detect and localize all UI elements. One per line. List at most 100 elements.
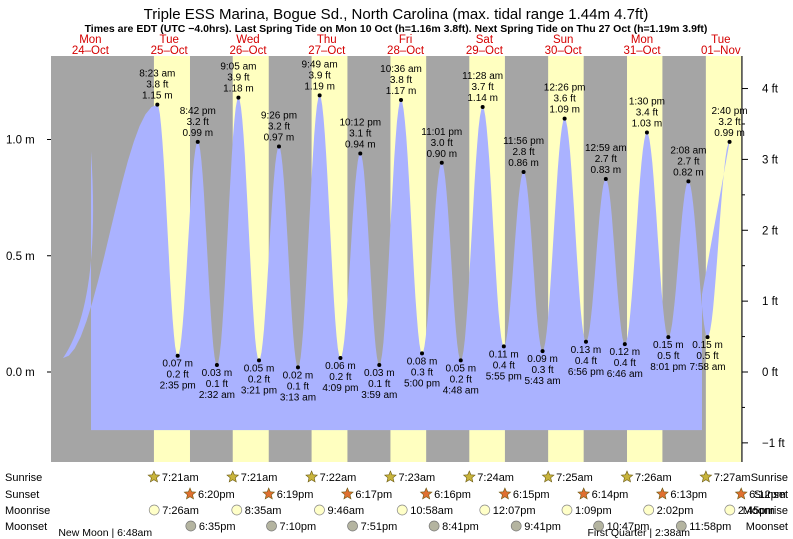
tide-height-m: 0.97 m [264, 132, 295, 143]
tide-height-ft: 0.4 ft [614, 358, 636, 369]
sunrise-time: 7:23am [398, 472, 435, 484]
tide-height-ft: 3.2 ft [718, 117, 740, 128]
tide-height-m: 0.03 m [364, 368, 395, 379]
left-tick-label: 0.0 m [6, 367, 35, 379]
tide-height-m: 0.11 m [489, 349, 519, 360]
tide-height-ft: 0.2 ft [167, 370, 189, 381]
tide-height-m: 1.17 m [386, 86, 417, 97]
day-name: Mon [631, 34, 653, 46]
sunrise-icon [699, 470, 713, 483]
day-name: Tue [160, 34, 179, 46]
moonrise-icon [724, 504, 736, 516]
row-label-left: Sunrise [5, 472, 42, 484]
tide-point [705, 335, 710, 340]
sunset-time: 6:16pm [434, 489, 471, 501]
sunrise-icon [383, 470, 397, 483]
tide-point [644, 130, 649, 135]
tide-height-ft: 0.1 ft [206, 379, 228, 390]
tide-point [562, 116, 567, 121]
astronomy-rows: Sunrise Sunrise Sunset Sunset Moonrise Moonri… [5, 470, 788, 539]
moonset-icon [593, 520, 604, 532]
moonset-time: 6:35pm [199, 521, 236, 533]
tide-height-m: 0.07 m [162, 359, 193, 370]
tide-time: 5:55 pm [486, 371, 522, 382]
tide-height-m: 0.94 m [345, 139, 376, 150]
chart-subtitle: Times are EDT (UTC −4.0hrs). Last Spring… [85, 23, 708, 35]
moonrise-icon [643, 504, 655, 516]
tide-point [727, 139, 732, 144]
tide-height-ft: 3.9 ft [309, 70, 331, 81]
moonset-time: 11:58pm [689, 521, 731, 533]
tide-height-m: 0.86 m [508, 158, 539, 169]
sunrise-icon [620, 470, 634, 483]
tide-height-m: 0.06 m [325, 361, 356, 372]
tide-point [256, 358, 261, 363]
day-date: 01–Nov [701, 45, 741, 57]
sunrise-icon [541, 470, 555, 483]
moonrise-icon [314, 504, 325, 516]
tide-height-m: 1.18 m [223, 84, 254, 95]
row-label-left: Moonset [5, 521, 47, 533]
day-name: Mon [79, 34, 101, 46]
tide-height-m: 1.09 m [549, 105, 580, 116]
left-tick-label: 1.0 m [6, 135, 35, 147]
moonset-time: 9:41pm [524, 521, 561, 533]
moonrise-time: 10:58am [410, 505, 453, 517]
tide-time: 1:30 pm [629, 97, 665, 108]
tide-height-ft: 3.6 ft [553, 94, 575, 105]
tide-point [399, 97, 404, 102]
tide-point [686, 179, 691, 184]
sunset-time: 6:14pm [592, 489, 629, 501]
tide-height-m: 1.03 m [632, 119, 663, 130]
tide-height-ft: 3.8 ft [390, 75, 412, 86]
sunset-icon [577, 487, 591, 500]
day-date: 28–Oct [387, 45, 425, 57]
tide-point [317, 93, 322, 98]
tide-height-m: 1.19 m [304, 81, 335, 92]
tide-height-ft: 3.8 ft [146, 80, 168, 91]
tide-time: 8:42 pm [180, 106, 216, 117]
sunrise-icon [226, 470, 240, 483]
sunrise-time: 7:22am [320, 472, 357, 484]
row-label-right: Sunset [754, 489, 788, 501]
tide-height-ft: 3.7 ft [472, 82, 494, 93]
sunrise-icon [305, 470, 319, 483]
tide-height-ft: 3.9 ft [227, 73, 249, 84]
tide-height-ft: 0.1 ft [287, 381, 309, 392]
tide-height-m: 0.08 m [407, 356, 438, 367]
tide-time: 4:48 am [443, 385, 479, 396]
chart-title: Triple ESS Marina, Bogue Sd., North Caro… [144, 6, 649, 23]
tide-height-ft: 3.0 ft [431, 138, 453, 149]
day-date: 24–Oct [72, 45, 110, 57]
tide-time: 12:59 am [585, 143, 627, 154]
tide-point [501, 344, 506, 349]
moonset-time: 7:51pm [361, 521, 398, 533]
sunrise-icon [462, 470, 476, 483]
tide-point [666, 335, 671, 340]
tide-height-ft: 2.7 ft [595, 154, 617, 165]
moonrise-time: 2:02pm [657, 505, 694, 517]
tide-time: 10:12 pm [339, 117, 381, 128]
tide-point [458, 358, 463, 363]
tide-height-ft: 0.4 ft [493, 360, 515, 371]
tide-height-m: 0.05 m [445, 363, 476, 374]
tide-time: 11:01 pm [421, 127, 462, 138]
tide-height-ft: 3.2 ft [187, 117, 209, 128]
sunset-icon [262, 487, 276, 500]
tide-time: 9:26 pm [261, 110, 297, 121]
tide-height-ft: 0.2 ft [248, 374, 270, 385]
tide-labels: 8:23 am3.8 ft1.15 m0.07 m0.2 ft2:35 pm8:… [139, 59, 747, 403]
day-date: 25–Oct [151, 45, 189, 57]
day-name: Thu [317, 34, 337, 46]
tide-point [214, 363, 219, 368]
tide-height-m: 0.03 m [202, 368, 233, 379]
tide-time: 3:21 pm [241, 385, 277, 396]
sunset-icon [340, 487, 354, 500]
tide-time: 10:36 am [380, 64, 422, 75]
tide-point [295, 365, 300, 370]
tide-height-ft: 0.2 ft [450, 374, 472, 385]
tide-time: 3:13 am [280, 392, 316, 403]
tide-height-m: 0.83 m [591, 165, 622, 176]
tide-point [338, 356, 343, 361]
row-label-left: Moonrise [5, 505, 50, 517]
